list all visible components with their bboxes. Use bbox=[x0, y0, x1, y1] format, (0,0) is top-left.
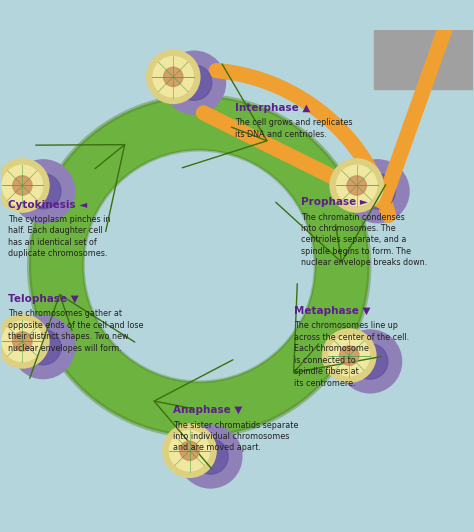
Circle shape bbox=[162, 51, 226, 115]
Circle shape bbox=[1, 320, 43, 362]
FancyArrowPatch shape bbox=[182, 64, 267, 168]
Text: The cell grows and replicates
its DNA and centrioles.: The cell grows and replicates its DNA an… bbox=[235, 118, 352, 138]
Circle shape bbox=[193, 439, 228, 474]
Text: The chromosomes line up
across the center of the cell.
Each chromosome
is connec: The chromosomes line up across the cente… bbox=[294, 321, 409, 387]
Circle shape bbox=[1, 164, 43, 206]
Circle shape bbox=[164, 67, 183, 87]
Circle shape bbox=[29, 332, 45, 349]
Circle shape bbox=[338, 329, 402, 394]
FancyArrowPatch shape bbox=[30, 295, 135, 378]
Circle shape bbox=[26, 329, 61, 365]
FancyArrowPatch shape bbox=[154, 360, 233, 469]
Text: Cytokinesis ◄: Cytokinesis ◄ bbox=[8, 200, 87, 210]
Circle shape bbox=[11, 315, 75, 379]
Circle shape bbox=[0, 314, 50, 369]
Circle shape bbox=[162, 423, 217, 478]
Circle shape bbox=[176, 65, 212, 101]
Circle shape bbox=[353, 344, 388, 379]
FancyArrowPatch shape bbox=[36, 145, 125, 231]
FancyArrowPatch shape bbox=[293, 284, 381, 372]
FancyArrowPatch shape bbox=[276, 185, 385, 262]
Circle shape bbox=[329, 158, 384, 213]
Circle shape bbox=[322, 328, 377, 383]
Text: The sister chromatids separate
into individual chromosomes
and are moved apart.: The sister chromatids separate into indi… bbox=[173, 420, 299, 452]
Circle shape bbox=[29, 177, 45, 193]
Text: Telophase ▼: Telophase ▼ bbox=[8, 294, 79, 304]
Circle shape bbox=[347, 176, 366, 195]
Text: The chromatin condenses
into chromosomes. The
centrioles separate, and a
spindle: The chromatin condenses into chromosomes… bbox=[301, 213, 427, 268]
Circle shape bbox=[11, 159, 75, 223]
Circle shape bbox=[328, 335, 370, 377]
Circle shape bbox=[346, 159, 410, 223]
Bar bbox=[374, 30, 474, 89]
Circle shape bbox=[360, 173, 395, 209]
Circle shape bbox=[146, 49, 201, 104]
Text: Interphase ▲: Interphase ▲ bbox=[235, 103, 310, 113]
Circle shape bbox=[0, 158, 50, 213]
Circle shape bbox=[196, 442, 212, 458]
Circle shape bbox=[26, 173, 61, 209]
Circle shape bbox=[363, 177, 379, 193]
Circle shape bbox=[356, 347, 372, 363]
FancyArrowPatch shape bbox=[203, 13, 451, 202]
Circle shape bbox=[178, 425, 243, 489]
Circle shape bbox=[340, 346, 359, 365]
Circle shape bbox=[180, 441, 199, 460]
Circle shape bbox=[152, 56, 194, 98]
Circle shape bbox=[180, 68, 196, 84]
Circle shape bbox=[13, 176, 32, 195]
Circle shape bbox=[13, 332, 32, 351]
Circle shape bbox=[83, 150, 315, 382]
Circle shape bbox=[169, 430, 210, 471]
Text: The cytoplasm pinches in
half. Each daughter cell
has an identical set of
duplic: The cytoplasm pinches in half. Each daug… bbox=[8, 215, 110, 259]
Text: The chromosomes gather at
opposite ends of the cell and lose
their distinct shap: The chromosomes gather at opposite ends … bbox=[8, 310, 143, 353]
Text: Anaphase ▼: Anaphase ▼ bbox=[173, 405, 243, 415]
Circle shape bbox=[29, 96, 369, 436]
Text: Prophase ►: Prophase ► bbox=[301, 197, 368, 207]
Circle shape bbox=[336, 164, 378, 206]
Text: Metaphase ▼: Metaphase ▼ bbox=[294, 306, 370, 316]
